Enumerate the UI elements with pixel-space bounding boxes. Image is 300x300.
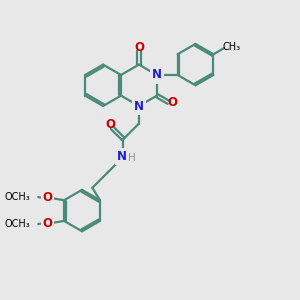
Text: O: O xyxy=(43,217,52,230)
Text: O: O xyxy=(167,96,177,109)
Text: O: O xyxy=(106,118,116,130)
Text: OCH₃: OCH₃ xyxy=(4,219,30,229)
Text: O: O xyxy=(134,41,144,54)
Text: O: O xyxy=(43,191,52,204)
Text: CH₃: CH₃ xyxy=(222,43,240,52)
Text: N: N xyxy=(134,100,144,112)
Text: OCH₃: OCH₃ xyxy=(4,192,30,202)
Text: N: N xyxy=(117,150,127,163)
Text: H: H xyxy=(128,153,135,163)
Text: N: N xyxy=(152,68,162,81)
